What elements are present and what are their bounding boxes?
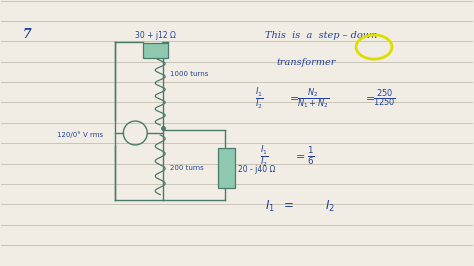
- Text: $\frac{N_2}{N_1+N_2}$: $\frac{N_2}{N_1+N_2}$: [297, 86, 329, 111]
- Text: $\frac{1}{6}$: $\frac{1}{6}$: [307, 145, 314, 167]
- Text: 120/0° V rms: 120/0° V rms: [57, 131, 103, 138]
- Text: $\frac{I_1}{I_2}$: $\frac{I_1}{I_2}$: [255, 86, 264, 111]
- Text: This  is  a  step – down: This is a step – down: [265, 31, 377, 40]
- Text: $\frac{250}{1250}$: $\frac{250}{1250}$: [373, 88, 395, 109]
- Text: $=$: $=$: [363, 92, 375, 102]
- Text: 200 turns: 200 turns: [170, 165, 204, 171]
- FancyBboxPatch shape: [218, 148, 235, 188]
- Text: 30 + j12 Ω: 30 + j12 Ω: [135, 31, 176, 40]
- Text: $\frac{I_1}{I_2}$: $\frac{I_1}{I_2}$: [260, 144, 269, 169]
- Text: $I_2$: $I_2$: [325, 199, 335, 214]
- Text: $I_1$  $=$: $I_1$ $=$: [265, 199, 294, 214]
- Text: 1000 turns: 1000 turns: [170, 71, 209, 77]
- Text: $=$: $=$: [287, 92, 299, 102]
- Text: $=$: $=$: [293, 150, 305, 160]
- Text: 20 - j40 Ω: 20 - j40 Ω: [238, 165, 275, 174]
- Text: transformer: transformer: [277, 58, 336, 67]
- Text: 7: 7: [23, 28, 31, 41]
- FancyBboxPatch shape: [143, 43, 168, 59]
